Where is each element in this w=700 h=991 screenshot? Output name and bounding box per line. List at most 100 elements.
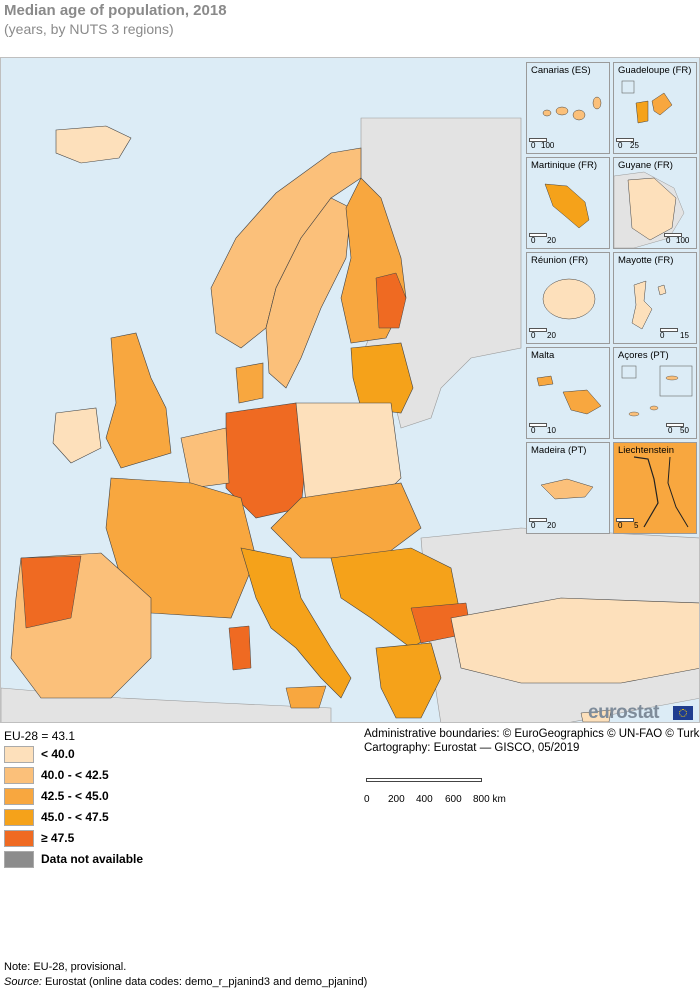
inset-reunion: Réunion (FR) 0 20 <box>526 252 610 344</box>
inset-acores-map <box>621 365 693 417</box>
legend-label: 40.0 - < 42.5 <box>41 768 109 782</box>
region-iceland <box>55 125 132 164</box>
region-greece <box>375 642 442 719</box>
legend-label: < 40.0 <box>41 747 75 761</box>
inset-mayotte-map <box>631 280 667 330</box>
map-title: Median age of population, 2018 <box>4 2 227 19</box>
scale-bar-line <box>366 778 482 782</box>
inset-scale-end: 20 <box>547 331 556 340</box>
inset-malta-map <box>536 375 602 415</box>
inset-scale-bar <box>616 518 634 522</box>
eu-flag-icon <box>673 706 693 720</box>
inset-mayotte: Mayotte (FR) 0 15 <box>613 252 697 344</box>
source-detail: Eurostat (online data codes: demo_r_pjan… <box>41 976 368 988</box>
inset-canarias-map <box>542 96 602 121</box>
legend-swatch <box>4 788 34 805</box>
region-sardinia <box>228 625 252 671</box>
legend-swatch <box>4 746 34 763</box>
inset-scale-end: 50 <box>680 426 689 435</box>
source-text: Source: Eurostat (online data codes: dem… <box>4 976 367 988</box>
region-denmark <box>235 362 264 404</box>
region-baltics <box>350 342 414 414</box>
inset-liechtenstein-map <box>633 456 689 528</box>
inset-scale-start: 0 <box>531 521 536 530</box>
inset-guadeloupe-map <box>621 80 673 124</box>
legend-swatch <box>4 851 34 868</box>
cartography-text: Cartography: Eurostat — GISCO, 05/2019 <box>364 742 580 754</box>
region-benelux <box>180 427 230 489</box>
region-uk <box>105 332 172 469</box>
inset-scale-bar <box>616 138 634 142</box>
inset-scale-start: 0 <box>531 141 536 150</box>
inset-canarias: Canarias (ES) 0 100 <box>526 62 610 154</box>
inset-scale-end: 10 <box>547 426 556 435</box>
region-italy <box>240 547 352 699</box>
legend-swatch <box>4 830 34 847</box>
map-scale-bar: 0 200 400 600 800 km <box>364 778 506 805</box>
inset-scale-end: 5 <box>634 521 639 530</box>
inset-scale-bar <box>529 233 547 237</box>
inset-martinique-map <box>544 183 590 229</box>
inset-scale-end: 100 <box>541 141 555 150</box>
inset-guyane-map <box>614 171 685 248</box>
inset-scale-start: 0 <box>531 426 536 435</box>
inset-label: Mayotte (FR) <box>618 255 674 266</box>
region-france <box>105 477 257 619</box>
region-finland-east <box>375 272 407 329</box>
scale-label: 200 <box>388 794 405 805</box>
inset-scale-bar <box>660 328 678 332</box>
inset-acores: Açores (PT) 0 50 <box>613 347 697 439</box>
legend-label: 45.0 - < 47.5 <box>41 810 109 824</box>
scale-label: 0 <box>364 794 370 805</box>
attribution-text: Administrative boundaries: © EuroGeograp… <box>364 728 700 740</box>
legend-label: Data not available <box>41 852 144 866</box>
region-cyprus <box>580 709 612 722</box>
inset-scale-bar <box>529 328 547 332</box>
region-sicily <box>285 685 327 709</box>
inset-label: Réunion (FR) <box>531 255 589 266</box>
inset-madeira-map <box>540 478 594 500</box>
scale-label: 400 <box>416 794 433 805</box>
inset-scale-bar <box>529 138 547 142</box>
scale-label: 600 <box>445 794 462 805</box>
inset-scale-start: 0 <box>531 236 536 245</box>
inset-label: Açores (PT) <box>618 350 669 361</box>
inset-scale-start: 0 <box>618 521 623 530</box>
inset-guyane: Guyane (FR) 0 100 <box>613 157 697 249</box>
legend-label: ≥ 47.5 <box>41 831 75 845</box>
inset-scale-bar <box>666 423 684 427</box>
inset-guadeloupe: Guadeloupe (FR) 0 25 <box>613 62 697 154</box>
inset-scale-end: 15 <box>680 331 689 340</box>
inset-scale-start: 0 <box>531 331 536 340</box>
map-subtitle: (years, by NUTS 3 regions) <box>4 21 174 37</box>
inset-scale-start: 0 <box>668 426 673 435</box>
inset-scale-end: 25 <box>630 141 639 150</box>
region-turkey <box>450 597 699 684</box>
legend-swatch <box>4 809 34 826</box>
inset-label: Liechtenstein <box>618 445 674 456</box>
inset-label: Canarias (ES) <box>531 65 591 76</box>
inset-scale-start: 0 <box>618 141 623 150</box>
region-ireland <box>52 407 102 464</box>
inset-martinique: Martinique (FR) 0 20 <box>526 157 610 249</box>
main-map: Canarias (ES) 0 100 Guadeloupe (FR) 0 25 M… <box>0 57 700 723</box>
inset-label: Guadeloupe (FR) <box>618 65 692 76</box>
inset-madeira: Madeira (PT) 0 20 <box>526 442 610 534</box>
inset-scale-bar <box>529 423 547 427</box>
inset-label: Malta <box>531 350 555 361</box>
inset-scale-end: 100 <box>676 236 690 245</box>
eurostat-logo: eurostat <box>588 702 659 723</box>
inset-scale-bar <box>529 518 547 522</box>
inset-label: Martinique (FR) <box>531 160 597 171</box>
inset-reunion-map <box>542 278 596 320</box>
note-text: Note: EU-28, provisional. <box>4 961 127 973</box>
inset-label: Guyane (FR) <box>618 160 673 171</box>
inset-scale-start: 0 <box>660 331 665 340</box>
scale-label: 800 km <box>473 794 506 805</box>
region-sweden <box>265 197 352 389</box>
inset-scale-end: 20 <box>547 236 556 245</box>
inset-scale-start: 0 <box>666 236 671 245</box>
inset-malta: Malta 0 10 <box>526 347 610 439</box>
region-iberia-northwest <box>20 555 82 629</box>
inset-liechtenstein: Liechtenstein 0 5 <box>613 442 697 534</box>
